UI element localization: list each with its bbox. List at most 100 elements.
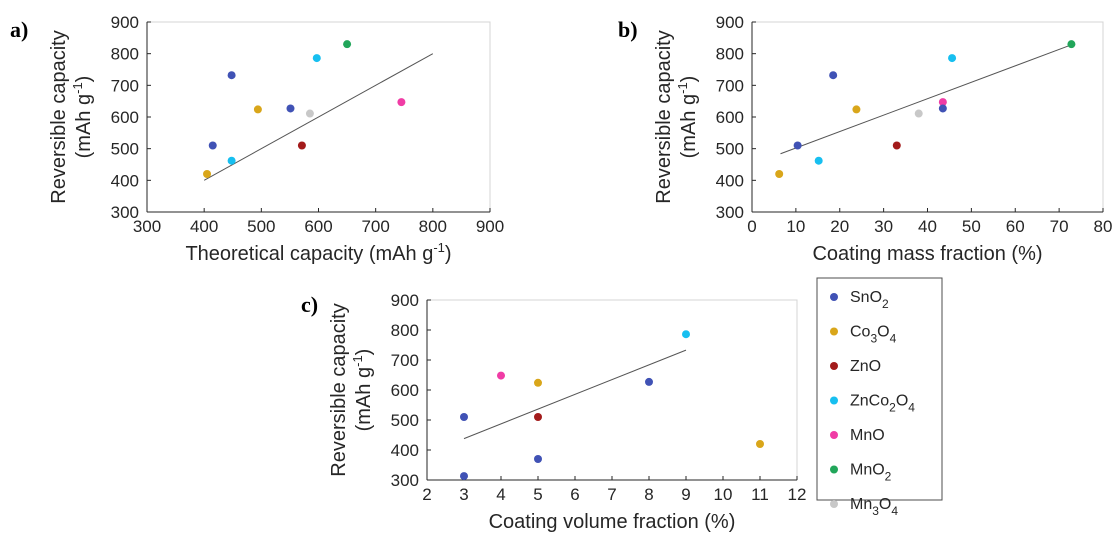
x-tick-label: 4 (496, 485, 505, 504)
legend-entry-label: SnO2 (850, 289, 889, 311)
data-point-co3o4 (253, 105, 262, 114)
x-tick-label: 700 (361, 217, 389, 236)
y-axis-label-line1: Reversible capacity (328, 303, 350, 476)
data-point-sno2 (460, 413, 468, 421)
legend-entry-label: Mn3O4 (850, 496, 898, 518)
data-point-mno2 (1067, 40, 1076, 49)
x-tick-label: 7 (607, 485, 616, 504)
x-tick-label: 3 (459, 485, 468, 504)
y-tick-label: 400 (716, 171, 744, 190)
x-tick-label: 600 (304, 217, 332, 236)
chart-legend: SnO2 Co3O4 ZnO ZnCo2O4 MnO MnO2 Mn3O4 (816, 277, 943, 518)
x-tick-label: 12 (788, 485, 807, 504)
x-tick-label: 9 (681, 485, 690, 504)
y-tick-label: 800 (391, 321, 419, 340)
y-tick-label: 700 (111, 76, 139, 95)
y-tick-label: 800 (716, 45, 744, 64)
panel-label: b) (618, 17, 638, 42)
panel-label: c) (301, 292, 318, 317)
y-tick-label: 900 (716, 13, 744, 32)
data-point-sno2 (227, 71, 236, 80)
data-point-sno2 (829, 71, 838, 80)
y-tick-label: 400 (391, 441, 419, 460)
legend-marker (830, 465, 838, 474)
data-point-mn3o4 (914, 109, 923, 118)
x-tick-label: 80 (1094, 217, 1113, 236)
y-tick-label: 700 (391, 351, 419, 370)
x-tick-label: 8 (644, 485, 653, 504)
x-axis-label: Theoretical capacity (mAh g-1) (185, 240, 451, 265)
data-point-sno2 (645, 377, 653, 386)
legend-entry-label: ZnO (850, 358, 881, 375)
chart-panel-c: 2 3 4 5 6 7 8 9 10 11 12 300 400 500 600 700 800 900 Coati… (301, 291, 806, 533)
x-tick-label: 50 (962, 217, 981, 236)
data-point-co3o4 (203, 170, 212, 178)
data-point-zno (892, 141, 901, 150)
legend-entry-label: MnO (850, 427, 885, 444)
y-tick-label: 400 (111, 171, 139, 190)
data-point-mno (397, 98, 406, 107)
x-axis-label-sup: -1 (433, 240, 445, 255)
legend-entry-label: MnO2 (850, 462, 892, 484)
data-point-co3o4 (756, 440, 764, 448)
x-axis-label-main: Coating mass fraction (%) (812, 243, 1042, 265)
y-axis-label-line1: Reversible capacity (48, 30, 70, 203)
data-point-znco2o4 (948, 54, 957, 63)
data-point-mno2 (343, 40, 352, 49)
y-tick-label: 900 (391, 291, 419, 310)
x-tick-label: 10 (714, 485, 733, 504)
data-point-znco2o4 (814, 156, 823, 165)
data-point-znco2o4 (312, 54, 321, 63)
chart-panel-b: 0 10 20 30 40 50 60 70 80 300 400 500 600 700 800 900 Co… (618, 13, 1112, 265)
data-point-sno2 (460, 472, 468, 481)
data-point-co3o4 (852, 105, 861, 114)
x-tick-label: 20 (830, 217, 849, 236)
x-tick-label: 300 (133, 217, 161, 236)
legend-marker (830, 431, 838, 439)
y-tick-label: 300 (716, 203, 744, 222)
y-tick-label: 300 (111, 203, 139, 222)
y-axis-label-line1: Reversible capacity (653, 30, 675, 203)
x-axis-label-main: Theoretical capacity (mAh g (185, 243, 433, 265)
legend-entry-label: Co3O4 (850, 324, 897, 346)
x-tick-label: 70 (1050, 217, 1069, 236)
x-axis-label: Coating volume fraction (%) (489, 511, 736, 533)
chart-panel-a: 300 400 500 600 700 800 900 300 400 500 600 700 800 9… (10, 13, 504, 265)
trend-line (203, 53, 434, 181)
legend-marker (830, 396, 838, 405)
data-point-zno (297, 141, 306, 150)
legend-marker (830, 293, 838, 301)
plot-frame (426, 299, 798, 481)
y-axis-label-line2: (mAh g-1) (70, 76, 95, 159)
trend-line (780, 44, 1072, 155)
x-tick-label: 30 (874, 217, 893, 236)
x-tick-label: 5 (533, 485, 542, 504)
data-point-mno (497, 371, 505, 380)
x-tick-label: 60 (1006, 217, 1025, 236)
legend-box (816, 277, 943, 501)
y-tick-label: 800 (111, 45, 139, 64)
y-tick-label: 600 (391, 381, 419, 400)
x-tick-label: 900 (476, 217, 504, 236)
x-tick-label: 2 (422, 485, 431, 504)
trend-line (463, 349, 687, 440)
x-axis-label-main: Coating volume fraction (%) (489, 511, 736, 533)
legend-entry-label: ZnCo2O4 (850, 393, 915, 415)
x-tick-label: 11 (751, 485, 769, 504)
y-axis-label-line2: (mAh g-1) (350, 349, 375, 432)
y-tick-label: 300 (391, 471, 419, 490)
x-tick-label: 500 (247, 217, 275, 236)
data-point-co3o4 (534, 378, 542, 387)
data-point-sno2 (534, 455, 542, 463)
data-point-znco2o4 (227, 156, 236, 165)
data-point-zno (534, 413, 542, 421)
legend-marker (830, 362, 838, 370)
plot-frame (751, 21, 1104, 213)
x-axis-label-tail: ) (445, 243, 452, 265)
y-tick-label: 600 (111, 108, 139, 127)
data-point-mn3o4 (305, 109, 314, 118)
data-point-mno (938, 98, 947, 107)
data-point-sno2 (286, 104, 295, 113)
data-point-sno2 (208, 141, 217, 150)
